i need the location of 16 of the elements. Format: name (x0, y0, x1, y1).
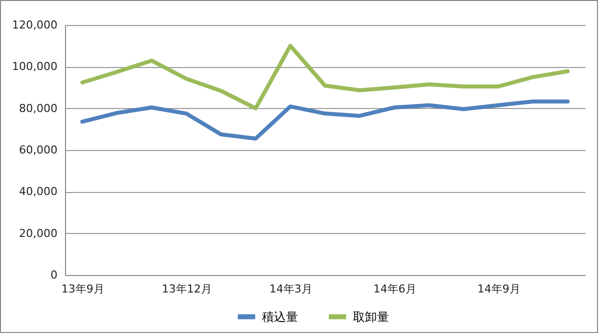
y-tick-label: 80,000 (19, 102, 58, 115)
x-tick-label: 14年3月 (269, 282, 312, 296)
y-tick-label: 120,000 (12, 18, 58, 32)
y-tick-label: 60,000 (19, 144, 58, 156)
x-tick-label: 14年6月 (373, 282, 416, 296)
y-tick-label: 100,000 (12, 60, 58, 74)
x-tick-label: 13年9月 (61, 282, 104, 296)
y-tick-label: 20,000 (19, 226, 58, 240)
line-series (80, 99, 570, 141)
x-tick-label: 14年9月 (477, 282, 520, 296)
y-tick-label: 0 (50, 268, 58, 282)
y-tick-label: 40,000 (19, 185, 58, 198)
x-tick-label: 13年12月 (162, 282, 212, 296)
line-series (80, 44, 570, 110)
legend-label: 積込量 (262, 310, 298, 324)
legend-label: 取卸量 (353, 310, 389, 324)
